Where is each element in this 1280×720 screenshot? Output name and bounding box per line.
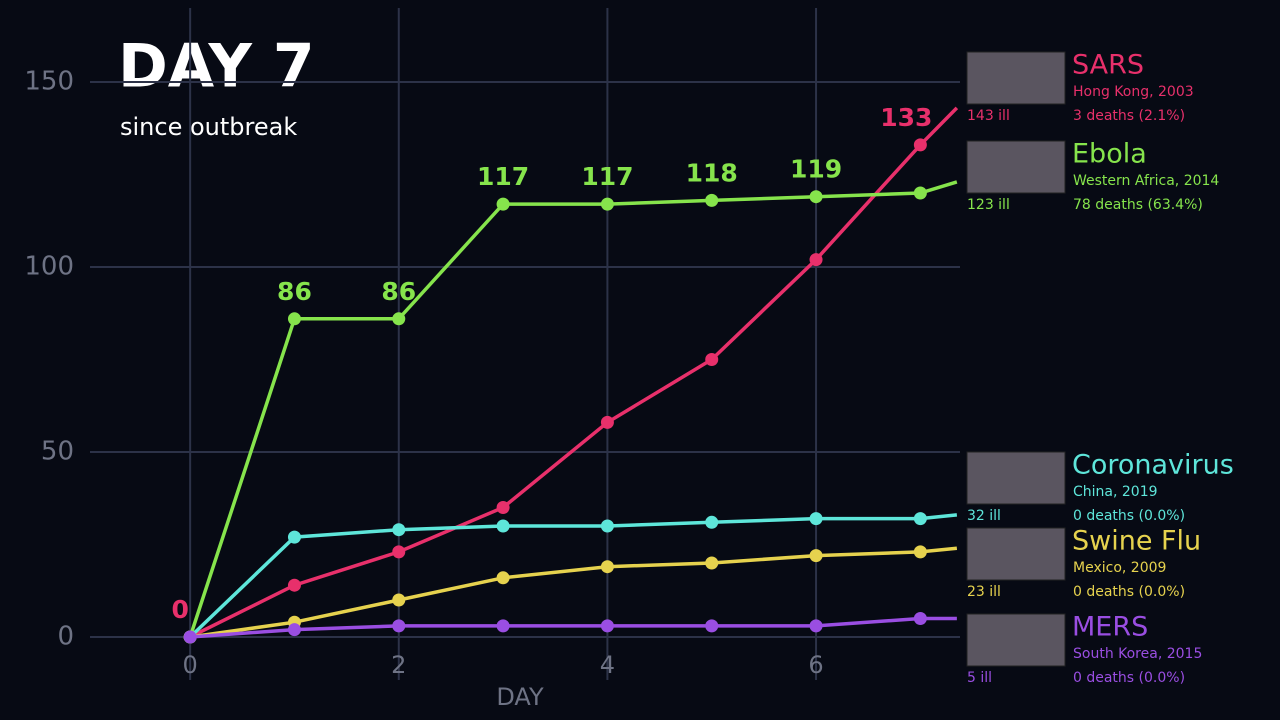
legend-thumbnail [966,451,1066,505]
point [913,512,927,526]
point [496,197,510,211]
x-tick-label: 6 [808,651,823,679]
point [392,593,406,607]
point [496,519,510,533]
x-tick-label: 4 [600,651,615,679]
y-tick-label: 100 [24,252,74,282]
legend-deaths: 78 deaths (63.4%) [1073,197,1203,213]
legend-deaths: 3 deaths (2.1%) [1073,108,1185,124]
point [392,619,406,633]
point [913,612,927,625]
legend-place: South Korea, 2015 [1073,646,1202,662]
point [287,578,301,592]
point [809,190,823,204]
point [705,515,719,529]
x-tick-label: 2 [391,651,406,679]
point [496,571,510,585]
legend-name: Swine Flu [1072,526,1201,557]
point [287,623,301,637]
point [913,138,927,152]
point [600,619,614,633]
point [913,186,927,200]
legend-deaths: 0 deaths (0.0%) [1073,508,1185,524]
legend-thumbnail [966,613,1066,667]
y-tick-label: 50 [41,437,74,467]
legend-ill: 123 ill [967,197,1010,213]
legend-deaths: 0 deaths (0.0%) [1073,670,1185,686]
data-label: 118 [686,158,738,187]
point [809,549,823,563]
legend-thumbnail [966,527,1066,581]
data-label: 86 [277,277,312,306]
y-tick-label: 0 [57,622,74,652]
legend-thumbnail [966,51,1066,105]
x-tick-label: 0 [183,651,198,679]
point [705,556,719,570]
point [809,512,823,526]
data-label: 117 [477,162,529,191]
legend-ill: 32 ill [967,508,1001,524]
legend-name: Ebola [1072,139,1147,170]
legend-ill: 5 ill [967,670,992,686]
point [705,193,719,207]
legend-place: Hong Kong, 2003 [1073,84,1194,100]
point [809,619,823,633]
point [705,353,719,366]
y-tick-label: 150 [24,67,74,97]
point [287,530,301,544]
chart-title: DAY 7 [118,32,315,102]
point [600,519,614,533]
legend-place: Western Africa, 2014 [1073,173,1219,189]
point [287,312,301,326]
point [600,197,614,211]
legend-name: MERS [1072,612,1148,643]
chart-subtitle: since outbreak [120,113,297,141]
point [600,560,614,574]
data-label: 86 [381,277,416,306]
legend-deaths: 0 deaths (0.0%) [1073,584,1185,600]
point [392,523,406,537]
legend-place: China, 2019 [1073,484,1158,500]
x-axis-label: DAY [496,683,544,711]
legend-ill: 143 ill [967,108,1010,124]
legend-place: Mexico, 2009 [1073,560,1166,576]
legend-thumbnail [966,140,1066,194]
point [809,253,823,267]
legend-name: SARS [1072,50,1144,81]
point [496,619,510,633]
point [392,312,406,326]
legend-ill: 23 ill [967,584,1001,600]
data-label: 133 [880,103,932,132]
point [705,619,719,633]
point [496,501,510,514]
data-label: 117 [581,162,633,191]
data-label: 0 [171,595,188,624]
data-label: 119 [790,155,842,184]
point [913,545,927,559]
legend-name: Coronavirus [1072,450,1234,481]
point [183,630,197,644]
point [600,415,614,429]
point [392,545,406,559]
